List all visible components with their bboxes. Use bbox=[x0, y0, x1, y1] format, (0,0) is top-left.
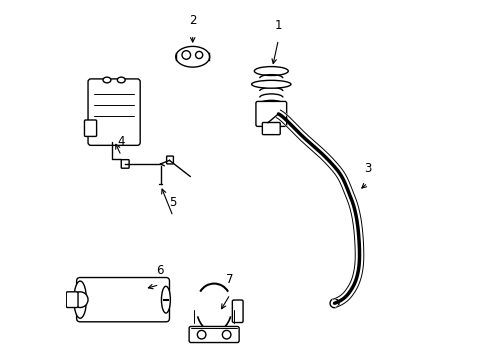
Text: 6: 6 bbox=[155, 264, 163, 277]
FancyBboxPatch shape bbox=[66, 292, 78, 307]
FancyBboxPatch shape bbox=[262, 122, 280, 135]
Text: 2: 2 bbox=[188, 14, 196, 27]
Text: 7: 7 bbox=[226, 274, 233, 287]
Circle shape bbox=[182, 51, 190, 59]
Circle shape bbox=[195, 51, 203, 59]
Ellipse shape bbox=[161, 286, 170, 313]
Text: 3: 3 bbox=[363, 162, 371, 175]
FancyBboxPatch shape bbox=[189, 327, 239, 342]
FancyBboxPatch shape bbox=[166, 156, 173, 164]
Ellipse shape bbox=[251, 80, 290, 88]
Ellipse shape bbox=[74, 281, 86, 318]
Ellipse shape bbox=[254, 67, 287, 76]
Text: 5: 5 bbox=[169, 195, 176, 208]
Ellipse shape bbox=[175, 46, 209, 67]
FancyBboxPatch shape bbox=[84, 120, 97, 136]
FancyBboxPatch shape bbox=[88, 79, 140, 145]
Ellipse shape bbox=[103, 77, 111, 83]
Ellipse shape bbox=[117, 77, 125, 83]
Text: 1: 1 bbox=[274, 19, 282, 32]
FancyBboxPatch shape bbox=[255, 102, 286, 126]
Circle shape bbox=[72, 292, 88, 307]
FancyBboxPatch shape bbox=[232, 300, 243, 323]
Text: 4: 4 bbox=[117, 135, 125, 148]
FancyBboxPatch shape bbox=[77, 278, 169, 322]
Circle shape bbox=[222, 330, 230, 339]
FancyBboxPatch shape bbox=[121, 159, 129, 168]
Circle shape bbox=[197, 330, 205, 339]
